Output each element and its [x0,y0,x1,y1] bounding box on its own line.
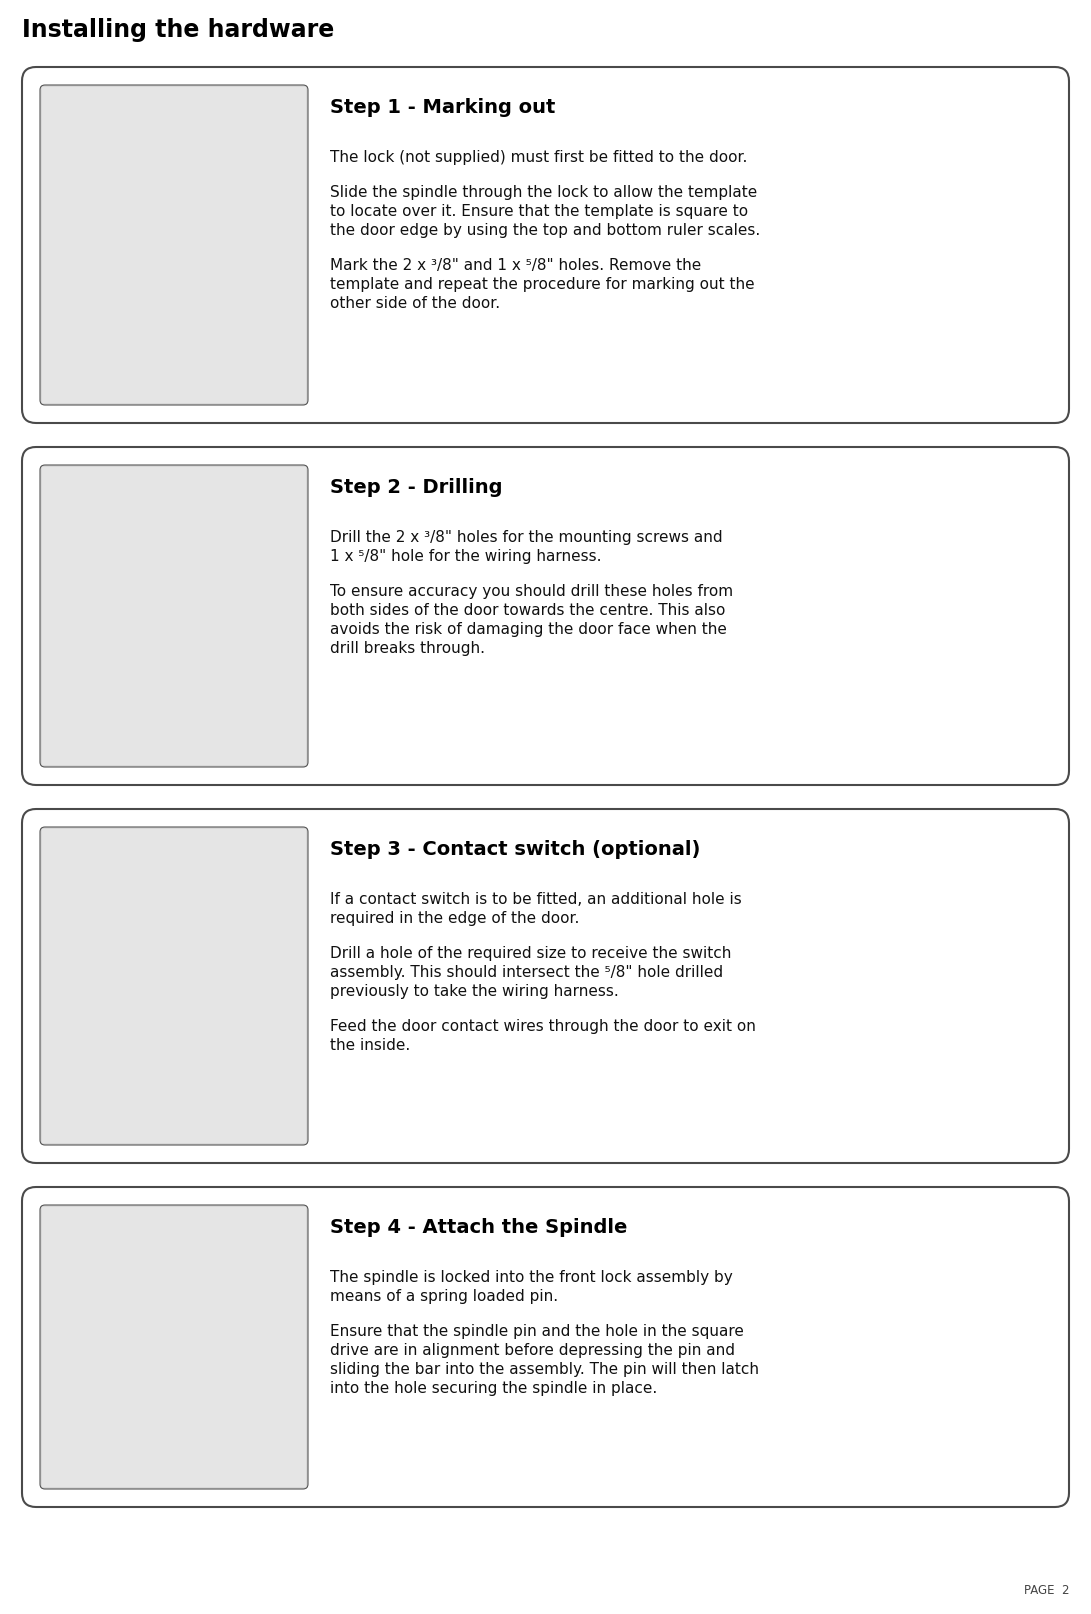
Text: the inside.: the inside. [329,1038,410,1052]
Bar [41,87,305,404]
FancyBboxPatch shape [40,466,308,768]
Text: other side of the door.: other side of the door. [329,295,500,312]
FancyBboxPatch shape [40,1206,308,1490]
Text: required in the edge of the door.: required in the edge of the door. [329,910,579,925]
FancyBboxPatch shape [22,68,1069,424]
Text: Feed the door contact wires through the door to exit on: Feed the door contact wires through the … [329,1018,756,1033]
Text: sliding the bar into the assembly. The pin will then latch: sliding the bar into the assembly. The p… [329,1361,759,1377]
Text: The lock (not supplied) must first be fitted to the door.: The lock (not supplied) must first be fi… [329,150,747,165]
Text: both sides of the door towards the centre. This also: both sides of the door towards the centr… [329,602,726,618]
Text: Step 2 - Drilling: Step 2 - Drilling [329,478,503,497]
Text: the door edge by using the top and bottom ruler scales.: the door edge by using the top and botto… [329,223,760,237]
Text: drive are in alignment before depressing the pin and: drive are in alignment before depressing… [329,1343,735,1357]
Text: drill breaks through.: drill breaks through. [329,641,485,655]
Text: Step 3 - Contact switch (optional): Step 3 - Contact switch (optional) [329,839,700,859]
Text: previously to take the wiring harness.: previously to take the wiring harness. [329,983,619,999]
FancyBboxPatch shape [40,828,308,1146]
Text: Slide the spindle through the lock to allow the template: Slide the spindle through the lock to al… [329,186,757,200]
Text: template and repeat the procedure for marking out the: template and repeat the procedure for ma… [329,278,755,292]
Text: Mark the 2 x ³/8" and 1 x ⁵/8" holes. Remove the: Mark the 2 x ³/8" and 1 x ⁵/8" holes. Re… [329,258,702,273]
Text: If a contact switch is to be fitted, an additional hole is: If a contact switch is to be fitted, an … [329,891,742,907]
Bar [41,1207,305,1486]
Bar [41,468,305,765]
FancyBboxPatch shape [22,810,1069,1164]
Text: Step 4 - Attach the Spindle: Step 4 - Attach the Spindle [329,1217,627,1236]
FancyBboxPatch shape [22,1188,1069,1507]
Text: Step 1 - Marking out: Step 1 - Marking out [329,98,555,116]
Text: means of a spring loaded pin.: means of a spring loaded pin. [329,1288,559,1302]
Text: to locate over it. Ensure that the template is square to: to locate over it. Ensure that the templ… [329,203,748,220]
Text: Ensure that the spindle pin and the hole in the square: Ensure that the spindle pin and the hole… [329,1323,744,1338]
Text: PAGE  2: PAGE 2 [1023,1583,1069,1596]
Text: 1 x ⁵/8" hole for the wiring harness.: 1 x ⁵/8" hole for the wiring harness. [329,549,601,563]
Text: assembly. This should intersect the ⁵/8" hole drilled: assembly. This should intersect the ⁵/8"… [329,965,723,980]
Bar [41,830,305,1143]
Text: Drill a hole of the required size to receive the switch: Drill a hole of the required size to rec… [329,946,731,960]
Text: Installing the hardware: Installing the hardware [22,18,334,42]
Text: Drill the 2 x ³/8" holes for the mounting screws and: Drill the 2 x ³/8" holes for the mountin… [329,529,722,544]
Text: into the hole securing the spindle in place.: into the hole securing the spindle in pl… [329,1380,657,1394]
Text: avoids the risk of damaging the door face when the: avoids the risk of damaging the door fac… [329,621,727,636]
Text: The spindle is locked into the front lock assembly by: The spindle is locked into the front loc… [329,1269,733,1285]
FancyBboxPatch shape [40,86,308,405]
Text: To ensure accuracy you should drill these holes from: To ensure accuracy you should drill thes… [329,584,733,599]
FancyBboxPatch shape [22,447,1069,786]
